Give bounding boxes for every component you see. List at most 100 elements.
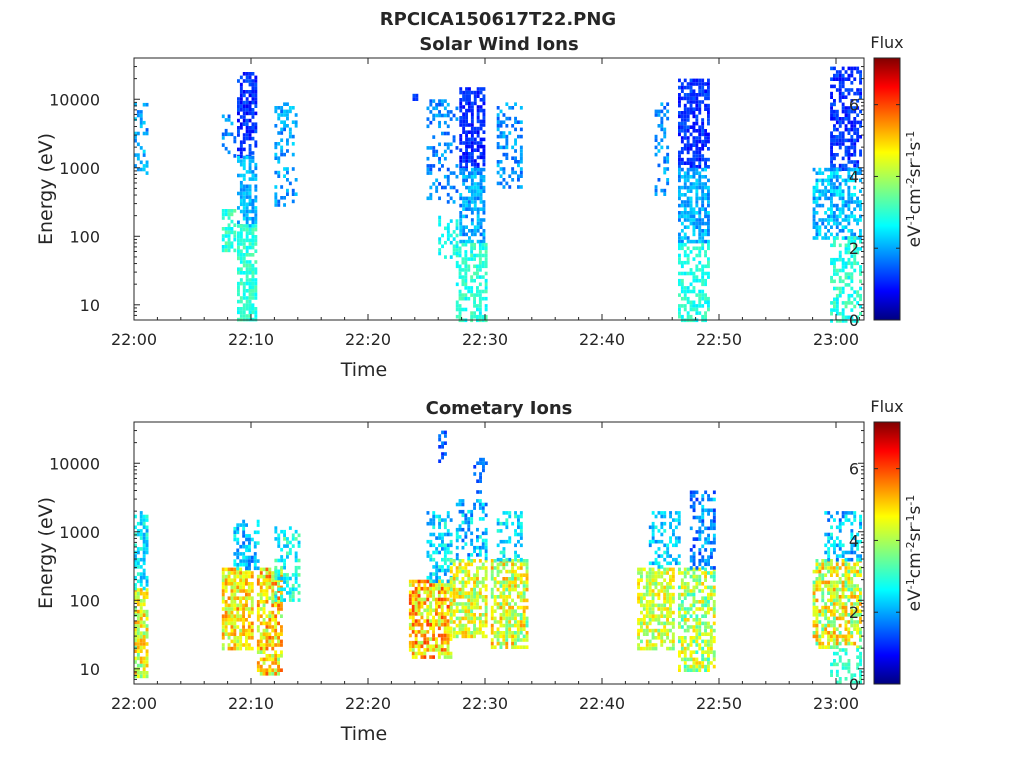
heatmap-cell [449, 594, 453, 598]
heatmap-cell [847, 156, 851, 161]
heatmap-cell [704, 562, 708, 567]
heatmap-cell [242, 585, 245, 590]
heatmap-cell [707, 85, 710, 90]
heatmap-cell [476, 602, 479, 606]
heatmap-cell [683, 96, 687, 101]
heatmap-cell [465, 134, 468, 138]
heatmap-cell [438, 102, 441, 107]
heatmap-cell [648, 561, 652, 566]
heatmap-cell [835, 511, 839, 515]
heatmap-cell [841, 308, 845, 312]
heatmap-cell [841, 91, 845, 96]
heatmap-cell [838, 521, 842, 526]
heatmap-cell [856, 138, 860, 143]
heatmap-cell [239, 108, 243, 112]
heatmap-cell [502, 566, 506, 570]
heatmap-cell [476, 148, 480, 152]
heatmap-cell [446, 131, 450, 136]
heatmap-cell [414, 579, 418, 584]
heatmap-cell [227, 150, 231, 155]
heatmap-cell [496, 106, 500, 110]
heatmap-cell [701, 278, 705, 283]
heatmap-cell [701, 118, 705, 122]
heatmap-cell [835, 543, 839, 548]
heatmap-cell [426, 521, 430, 526]
heatmap-cell [707, 121, 710, 126]
heatmap-cell [853, 145, 857, 150]
heatmap-cell [856, 595, 859, 599]
heatmap-cell [283, 124, 286, 128]
heatmap-cell [645, 571, 649, 575]
heatmap-cell [833, 518, 836, 522]
heatmap-cell [838, 196, 842, 201]
heatmap-cell [271, 618, 275, 622]
heatmap-cell [470, 167, 474, 172]
heatmap-cell [692, 143, 696, 147]
heatmap-cell [435, 575, 439, 580]
heatmap-cell [473, 246, 476, 251]
heatmap-cell [680, 150, 684, 155]
heatmap-cell [838, 257, 842, 262]
heatmap-cell [835, 569, 839, 574]
heatmap-cell [818, 566, 822, 570]
heatmap-cell [490, 613, 494, 617]
heatmap-cell [473, 175, 477, 179]
heatmap-cell [835, 673, 839, 677]
heatmap-cell [478, 566, 482, 570]
heatmap-cell [459, 155, 463, 160]
heatmap-cell [683, 610, 687, 615]
heatmap-cell [239, 299, 243, 304]
heatmap-cell [449, 110, 453, 114]
heatmap-cell [698, 567, 702, 572]
heatmap-cell [256, 625, 260, 629]
heatmap-cell [268, 596, 272, 600]
heatmap-cell [443, 640, 447, 645]
heatmap-cell [695, 278, 699, 283]
heatmap-cell [841, 211, 845, 215]
heatmap-cell [856, 171, 859, 175]
heatmap-cell [850, 634, 854, 639]
heatmap-cell [841, 207, 845, 211]
heatmap-cell [686, 607, 690, 611]
heatmap-cell [233, 625, 237, 629]
heatmap-cell [704, 567, 707, 572]
heatmap-cell [704, 293, 707, 297]
heatmap-cell [678, 185, 681, 190]
heatmap-cell [476, 535, 479, 539]
heatmap-cell [695, 566, 699, 570]
heatmap-cell [482, 101, 486, 106]
heatmap-cell [701, 143, 705, 147]
heatmap-cell [237, 271, 240, 275]
heatmap-cell [277, 654, 280, 658]
heatmap-cell [242, 589, 245, 593]
heatmap-cell [476, 627, 479, 631]
heatmap-cell [462, 119, 466, 124]
heatmap-cell [245, 555, 248, 560]
heatmap-cell [482, 162, 486, 167]
heatmap-cell [262, 589, 266, 593]
heatmap-cell [812, 207, 816, 211]
heatmap-cell [645, 643, 649, 647]
heatmap-cell [827, 550, 831, 555]
heatmap-cell [812, 214, 816, 219]
heatmap-cell [449, 637, 453, 641]
heatmap-cell [449, 616, 453, 621]
heatmap-cell [455, 538, 459, 543]
heatmap-cell [698, 632, 702, 636]
heatmap-cell [274, 145, 278, 150]
heatmap-cell [686, 143, 690, 147]
heatmap-cell [853, 77, 857, 81]
heatmap-cell [704, 600, 707, 604]
heatmap-cell [525, 562, 529, 567]
heatmap-cell [815, 203, 819, 208]
heatmap-cell [496, 569, 500, 574]
heatmap-cell [490, 641, 494, 646]
heatmap-cell [271, 636, 275, 640]
heatmap-cell [709, 592, 713, 597]
heatmap-cell [830, 638, 833, 642]
heatmap-cell [136, 591, 140, 596]
heatmap-cell [461, 275, 465, 279]
heatmap-cell [142, 153, 146, 157]
heatmap-cell [245, 129, 249, 134]
heatmap-cell [473, 242, 476, 247]
